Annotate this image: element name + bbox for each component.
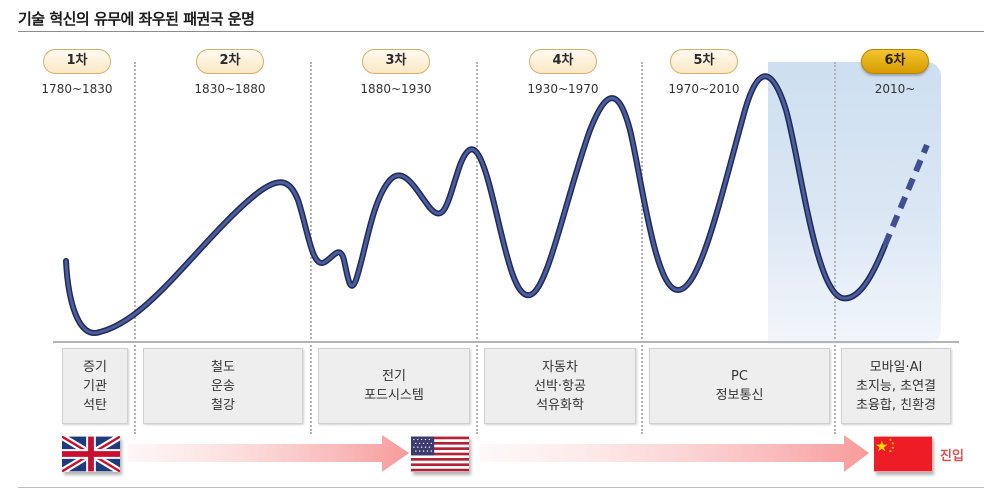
- wave-divider: [134, 62, 136, 434]
- wave-period-5: 1970~2010: [668, 82, 740, 96]
- tech-line: 철강: [211, 397, 235, 413]
- tech-line: 증기: [83, 359, 107, 375]
- tech-box-6: 모바일·AI 초지능, 초연결 초융합, 친환경: [841, 348, 951, 424]
- uk-flag-icon: [62, 436, 120, 472]
- wave-period-6: 2010~: [874, 82, 916, 96]
- transition-arrow-us-china: [480, 435, 869, 472]
- tech-box-4: 자동차 선박·항공 석유화학: [484, 348, 636, 424]
- tech-box-5: PC 정보통신: [649, 348, 830, 424]
- bottom-divider: [18, 487, 984, 488]
- chart-baseline: [53, 341, 959, 343]
- tech-line: 모바일·AI: [869, 359, 923, 375]
- tech-line: 운송: [211, 378, 235, 394]
- tech-line: 정보통신: [715, 388, 764, 403]
- tech-box-1: 증기 기관 석탄: [62, 348, 128, 424]
- china-flag-icon: [874, 436, 932, 472]
- title-divider: [18, 31, 984, 32]
- tech-line: 석유화학: [536, 397, 584, 413]
- wave-period-3: 1880~1930: [360, 82, 432, 96]
- tech-line: 철도: [211, 359, 235, 375]
- wave-badge-5: 5차: [670, 49, 738, 74]
- tech-line: 기관: [83, 378, 107, 394]
- us-flag-icon: [411, 436, 469, 472]
- entry-label: 진입: [940, 449, 964, 464]
- wave-badge-6: 6차: [861, 49, 929, 74]
- wave-badge-4: 4차: [529, 49, 597, 74]
- wave-badge-2: 2차: [196, 49, 264, 74]
- tech-line: 전기: [382, 369, 406, 384]
- wave-divider: [476, 62, 478, 434]
- tech-line: 선박·항공: [534, 378, 586, 394]
- wave-badge-1: 1차: [43, 49, 111, 74]
- wave-period-4: 1930~1970: [527, 82, 599, 96]
- tech-box-2: 철도 운송 철강: [143, 348, 303, 424]
- tech-line: 초지능, 초연결: [855, 378, 937, 394]
- wave-period-2: 1830~1880: [194, 82, 266, 96]
- tech-line: 포드시스템: [364, 388, 424, 403]
- tech-box-3: 전기 포드시스템: [318, 348, 470, 424]
- transition-arrow-uk-us: [128, 435, 409, 472]
- tech-line: 자동차: [542, 359, 578, 375]
- wave-badge-3: 3차: [362, 49, 430, 74]
- wave-period-1: 1780~1830: [41, 82, 113, 96]
- wave-divider: [641, 62, 643, 434]
- tech-line: 석탄: [83, 397, 107, 413]
- tech-line: 초융합, 친환경: [855, 397, 937, 413]
- wave-divider: [834, 62, 836, 434]
- tech-line: PC: [731, 369, 748, 384]
- page-title: 기술 혁신의 유무에 좌우된 패권국 운명: [18, 10, 255, 28]
